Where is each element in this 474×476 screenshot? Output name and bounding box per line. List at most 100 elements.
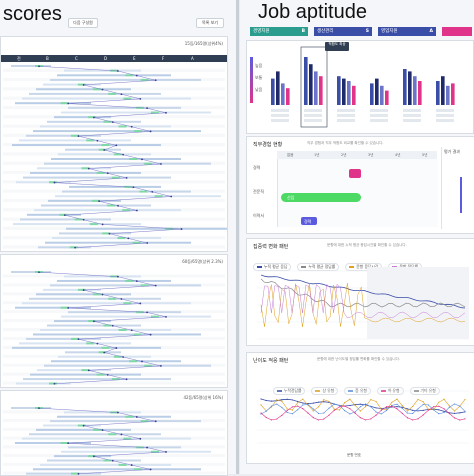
cumulative-accuracy-line [260, 278, 466, 308]
score-point [103, 351, 106, 354]
section-title: 난이도 적응 패턴 [253, 358, 289, 364]
score-bar [37, 167, 111, 170]
aptitude-bar [370, 83, 374, 105]
column-header: E [133, 56, 136, 61]
score-bar [43, 83, 101, 86]
table-row [3, 245, 225, 249]
score-bar [52, 237, 161, 240]
score-point [87, 369, 90, 372]
score-point [53, 382, 56, 385]
score-highlight [140, 420, 149, 423]
table-row [3, 115, 225, 119]
grade-tag-3[interactable]: 영업지원 A [378, 27, 436, 36]
score-point [120, 298, 123, 300]
score-point [103, 149, 106, 151]
legend-swatch [257, 266, 262, 268]
legend-item[interactable]: 누적 평균 정답률 [297, 263, 340, 271]
tooltip-title: 적합도 최상 [328, 42, 346, 46]
legend-gradient [250, 57, 253, 103]
score-bar [23, 378, 171, 381]
grade-tag-2[interactable]: 생산관리 S [314, 27, 372, 36]
year-label: 1년 [314, 153, 320, 157]
score-highlight [122, 209, 131, 212]
score-point [82, 218, 85, 221]
grade-tag-label: 생산관리 [317, 29, 334, 34]
score-bar [33, 333, 201, 336]
table-row [3, 381, 225, 385]
score-point [146, 311, 149, 314]
legend-high: 높음 [255, 63, 263, 68]
score-bar [22, 302, 191, 305]
score-highlight [101, 144, 110, 147]
score-highlight [93, 293, 101, 296]
score-bar [58, 355, 151, 358]
table-row [3, 212, 225, 217]
score-point [77, 338, 80, 341]
score-point [38, 407, 40, 410]
score-point [165, 451, 167, 453]
legend-item[interactable]: 누적 평균 응답 [253, 263, 292, 271]
column-header: F [162, 56, 165, 61]
section-hint: 문항에 대한 난이도별 정답률 변화를 확인할 수 있습니다. [317, 357, 400, 361]
score-highlight [123, 302, 132, 305]
aptitude-bar [436, 81, 440, 105]
bar-label: 경력 [304, 219, 312, 224]
score-point [115, 347, 118, 349]
score-point [151, 190, 154, 193]
aptitude-bar [446, 85, 450, 105]
score-point [38, 65, 40, 68]
table-row [3, 368, 225, 372]
score-bar [13, 223, 141, 226]
next-member-button[interactable]: 다음 구성원 [68, 18, 98, 28]
score-bar [65, 351, 121, 354]
list-view-button[interactable]: 목록 보기 [196, 18, 224, 28]
score-highlight [103, 459, 112, 462]
score-point [38, 271, 40, 274]
score-highlight [165, 227, 173, 230]
score-highlight [129, 360, 137, 363]
score-bar [61, 111, 211, 114]
table-row [3, 319, 225, 323]
score-highlight [81, 369, 90, 372]
score-bar [66, 227, 227, 230]
score-bar [33, 130, 201, 133]
score-highlight [81, 167, 90, 170]
score-bar [37, 369, 111, 372]
score-highlight [60, 102, 69, 105]
timeline-bar-green[interactable]: 신입 [281, 193, 361, 202]
score-point [136, 209, 138, 212]
column-header: B [46, 56, 49, 61]
score-point [87, 167, 90, 170]
aptitude-bar [271, 78, 275, 105]
aptitude-bar [347, 81, 351, 105]
grade-tag-4[interactable] [442, 27, 472, 36]
panel-divider [236, 0, 239, 474]
score-highlight [139, 190, 148, 193]
year-label: 3년 [368, 153, 374, 157]
score-point [130, 464, 133, 466]
bar-caption-line [436, 119, 454, 122]
score-point [146, 242, 149, 244]
score-point [160, 365, 162, 367]
score-point [67, 307, 70, 309]
table-row [3, 82, 225, 86]
score-highlight [125, 74, 134, 77]
score-bar [30, 373, 141, 376]
selected-group-outline [300, 46, 328, 128]
difficulty-line-chart [257, 390, 469, 444]
column-header: D [104, 56, 108, 61]
score-bar [51, 360, 181, 363]
legend-text: 누적정답률 [284, 388, 302, 393]
side-panel-title: 평가 결과 [444, 149, 460, 154]
score-highlight [118, 463, 127, 466]
aptitude-bar [441, 76, 445, 105]
bar-caption-line [337, 119, 355, 122]
aptitude-bar [375, 78, 379, 105]
score-bar [26, 337, 101, 340]
score-point [135, 74, 138, 77]
grade-tag-1[interactable]: 경영지원 B [250, 27, 308, 36]
score-point [122, 153, 124, 156]
table-row [3, 336, 225, 340]
timeline-bar-purple[interactable]: 경력 [301, 217, 317, 225]
timeline-bar-pink[interactable] [349, 169, 361, 178]
